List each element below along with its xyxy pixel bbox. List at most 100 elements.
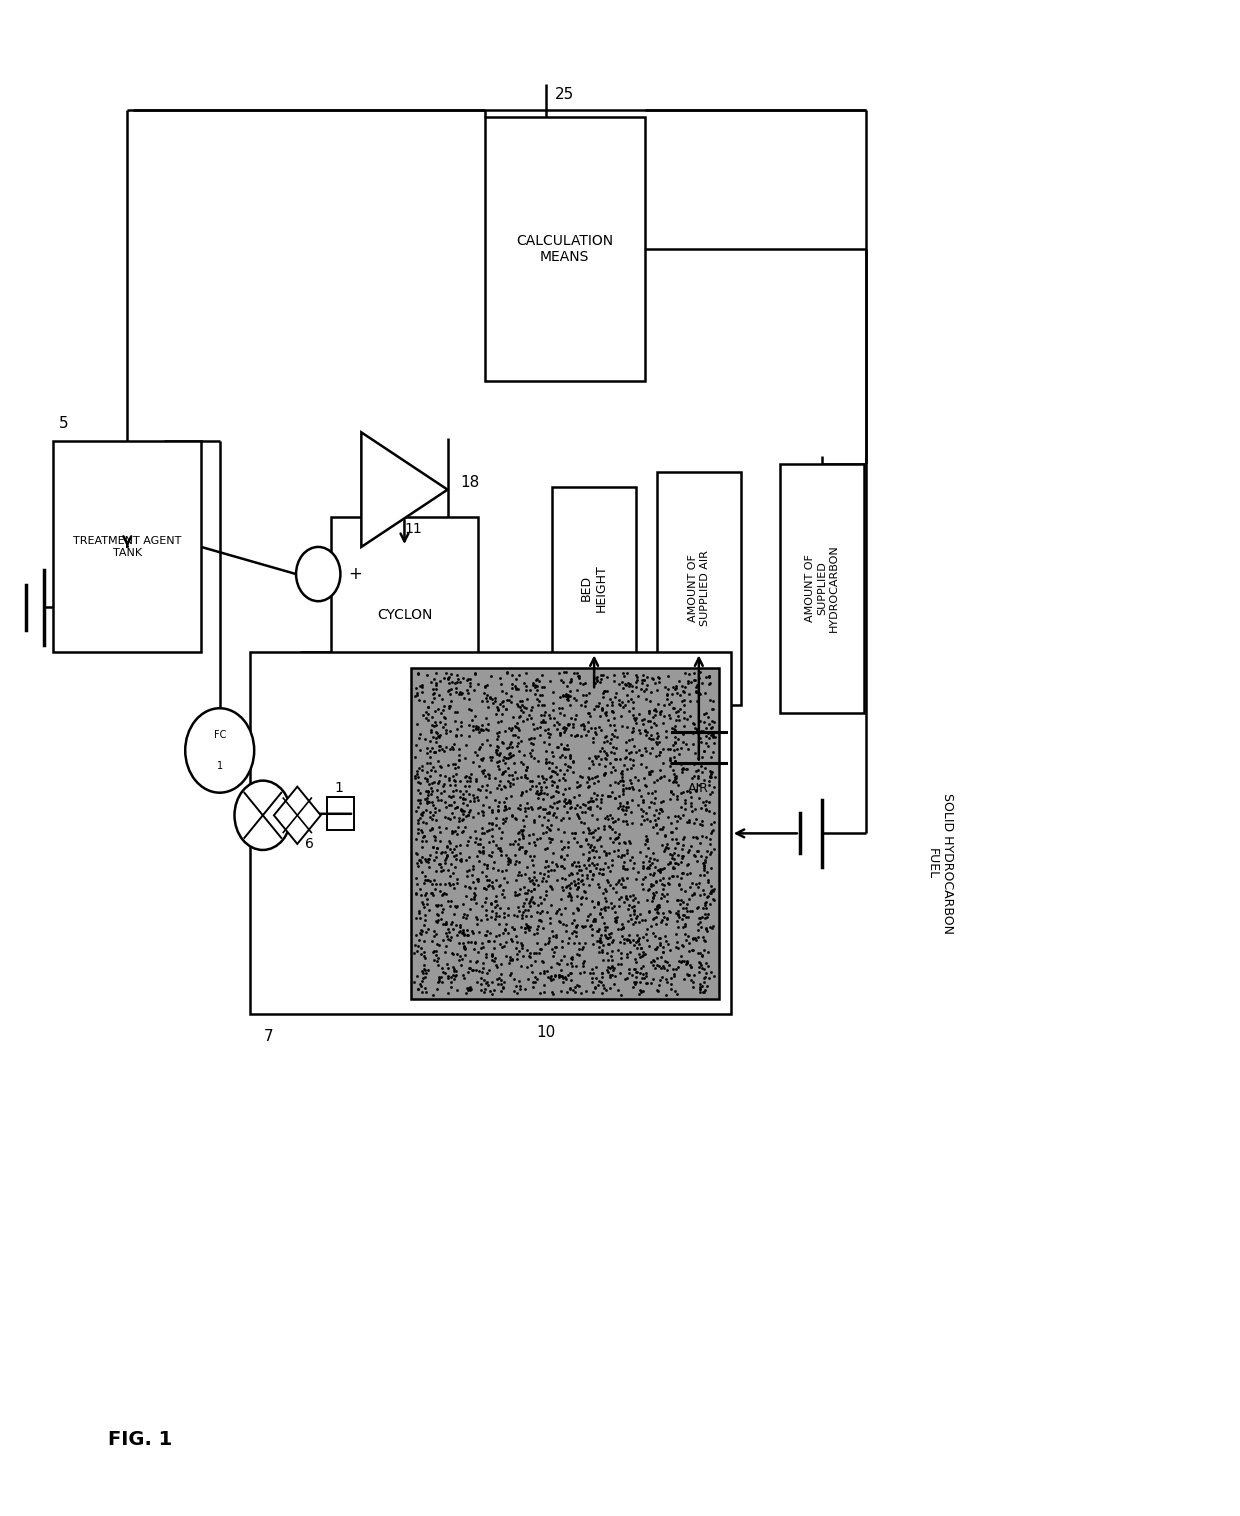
Point [513,814,533,838]
Point [408,778,428,802]
Point [606,681,626,705]
Point [687,679,707,703]
Point [694,847,714,872]
Point [620,767,640,791]
Point [580,790,600,814]
Point [429,966,449,990]
Point [443,872,463,896]
Point [425,740,445,764]
Point [515,796,534,820]
Point [485,687,505,711]
Point [650,954,670,978]
Point [523,711,543,735]
Point [605,820,625,844]
Point [429,934,449,958]
Point [625,932,645,957]
Point [677,949,697,973]
Point [529,723,549,747]
Point [511,954,531,978]
Point [511,914,531,938]
Point [651,887,671,911]
Point [477,819,497,843]
Point [640,810,660,834]
Point [572,858,591,882]
Point [686,675,706,699]
Point [439,678,459,702]
Point [482,875,502,899]
Point [683,764,703,788]
Point [505,882,525,907]
Point [689,811,709,835]
Point [541,911,560,935]
Point [668,899,688,923]
Point [412,753,432,778]
Point [624,696,644,720]
Point [701,813,720,837]
Point [559,776,579,800]
Point [627,666,647,690]
Point [551,979,570,1004]
Point [603,699,622,723]
Point [491,972,511,996]
Point [428,837,448,861]
Point [408,661,428,685]
Point [619,893,639,917]
Point [534,719,554,743]
Point [491,979,511,1004]
Point [594,896,614,920]
Point [583,908,603,932]
Point [622,975,642,999]
Point [531,794,551,819]
Point [614,850,634,875]
Point [704,775,724,799]
Point [428,788,448,813]
Point [675,675,694,699]
Point [500,832,520,857]
Point [600,963,620,987]
Point [424,793,444,817]
Point [641,914,661,938]
Point [553,781,573,805]
Point [666,719,686,743]
Point [522,797,542,822]
Point [454,963,474,987]
Point [564,908,584,932]
Point [486,888,506,913]
Point [498,763,518,787]
Point [537,740,557,764]
Point [675,911,694,935]
Point [614,696,634,720]
Point [548,963,568,987]
Point [594,932,614,957]
Point [661,781,681,805]
Point [552,964,572,988]
Point [611,690,631,714]
Point [647,899,667,923]
Point [526,970,546,994]
Point [408,796,428,820]
Point [692,905,712,929]
Point [585,766,605,790]
Point [704,725,724,749]
Point [474,717,494,741]
Point [657,687,677,711]
Point [412,969,432,993]
Point [496,775,516,799]
Point [434,694,454,719]
Point [440,928,460,952]
Point [410,817,430,841]
Point [672,932,692,957]
Point [492,935,512,960]
Point [552,854,572,878]
Point [526,682,546,706]
Point [599,784,619,808]
Point [471,717,491,741]
Point [647,678,667,702]
Point [619,776,639,800]
Point [436,794,456,819]
Point [534,960,554,984]
Point [438,926,458,951]
Point [480,685,500,709]
Point [670,697,689,722]
Point [449,810,469,834]
